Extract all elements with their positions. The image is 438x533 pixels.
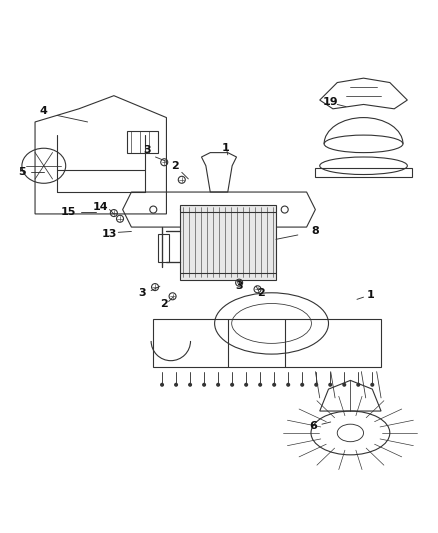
Text: 1: 1 <box>366 290 374 300</box>
Bar <box>158 233 169 262</box>
Circle shape <box>343 383 346 386</box>
Circle shape <box>189 383 191 386</box>
Text: 3: 3 <box>138 288 146 298</box>
Bar <box>127 131 158 152</box>
Text: 15: 15 <box>60 207 76 217</box>
Text: 1: 1 <box>222 143 230 154</box>
Text: 3: 3 <box>235 281 243 291</box>
Circle shape <box>203 383 205 386</box>
Circle shape <box>315 383 318 386</box>
Text: 3: 3 <box>143 146 151 156</box>
Circle shape <box>301 383 304 386</box>
Circle shape <box>329 383 332 386</box>
Text: 14: 14 <box>93 203 109 212</box>
Text: 6: 6 <box>309 422 317 431</box>
Circle shape <box>357 383 360 386</box>
Circle shape <box>259 383 261 386</box>
Text: 2: 2 <box>160 298 168 309</box>
Text: 13: 13 <box>102 229 117 239</box>
Text: 19: 19 <box>323 97 339 107</box>
Text: 8: 8 <box>311 225 319 236</box>
Bar <box>180 205 276 280</box>
Circle shape <box>217 383 219 386</box>
Bar <box>315 168 412 177</box>
Text: 4: 4 <box>40 106 48 116</box>
Circle shape <box>161 383 163 386</box>
Circle shape <box>245 383 247 386</box>
Circle shape <box>273 383 276 386</box>
Circle shape <box>371 383 374 386</box>
Text: 2: 2 <box>257 288 265 298</box>
Text: 2: 2 <box>171 161 179 171</box>
Circle shape <box>175 383 177 386</box>
Circle shape <box>287 383 290 386</box>
Circle shape <box>231 383 233 386</box>
Text: 5: 5 <box>18 167 26 177</box>
